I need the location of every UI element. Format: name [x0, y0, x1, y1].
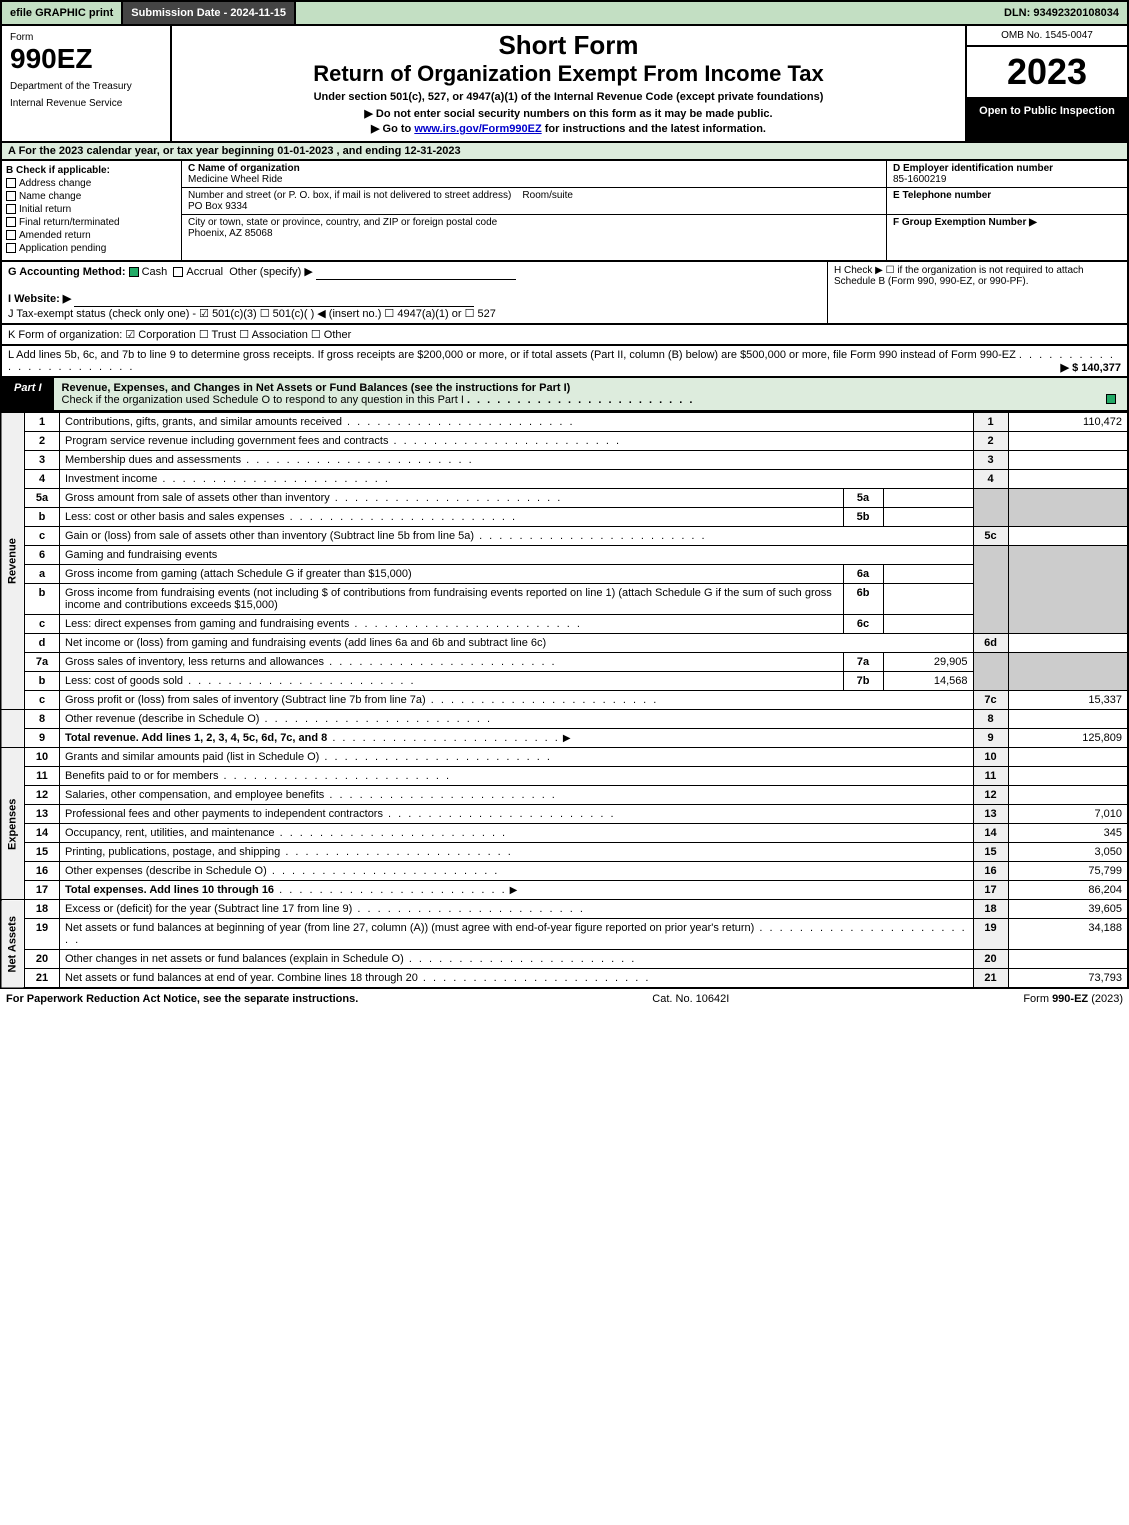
- page-footer: For Paperwork Reduction Act Notice, see …: [0, 989, 1129, 1009]
- line7c-value: 15,337: [1008, 691, 1128, 710]
- line9-value: 125,809: [1008, 729, 1128, 748]
- short-form-title: Short Form: [182, 30, 955, 61]
- line7b-value: 14,568: [883, 672, 973, 691]
- line21-value: 73,793: [1008, 969, 1128, 989]
- chk-initial[interactable]: Initial return: [6, 204, 177, 215]
- row-a-calendar: A For the 2023 calendar year, or tax yea…: [0, 143, 1129, 161]
- expenses-section-label: Expenses: [1, 748, 25, 900]
- row-j: J Tax-exempt status (check only one) - ☑…: [8, 308, 496, 320]
- return-title: Return of Organization Exempt From Incom…: [182, 61, 955, 87]
- form-header: Form 990EZ Department of the Treasury In…: [0, 26, 1129, 143]
- col-d: D Employer identification number 85-1600…: [887, 161, 1127, 260]
- org-name: Medicine Wheel Ride: [188, 174, 283, 185]
- irs-label: Internal Revenue Service: [10, 98, 162, 109]
- footer-right: Form 990-EZ (2023): [1023, 993, 1123, 1005]
- under-section: Under section 501(c), 527, or 4947(a)(1)…: [182, 91, 955, 103]
- chk-final[interactable]: Final return/terminated: [6, 217, 177, 228]
- tax-year: 2023: [967, 47, 1127, 99]
- row-h: H Check ▶ ☐ if the organization is not r…: [827, 262, 1127, 323]
- line7a-value: 29,905: [883, 653, 973, 672]
- chk-name[interactable]: Name change: [6, 191, 177, 202]
- footer-left: For Paperwork Reduction Act Notice, see …: [6, 993, 358, 1005]
- c-street-block: Number and street (or P. O. box, if mail…: [182, 188, 886, 215]
- line13-value: 7,010: [1008, 805, 1128, 824]
- f-group-block: F Group Exemption Number ▶: [887, 215, 1127, 230]
- header-center: Short Form Return of Organization Exempt…: [172, 26, 967, 141]
- footer-center: Cat. No. 10642I: [652, 993, 729, 1005]
- row-k: K Form of organization: ☑ Corporation ☐ …: [0, 325, 1129, 346]
- ssn-note: ▶ Do not enter social security numbers o…: [182, 107, 955, 120]
- dept-treasury: Department of the Treasury: [10, 81, 162, 92]
- chk-cash[interactable]: [129, 267, 139, 277]
- col-b: B Check if applicable: Address change Na…: [2, 161, 182, 260]
- line16-value: 75,799: [1008, 862, 1128, 881]
- line19-value: 34,188: [1008, 919, 1128, 950]
- row-g: G Accounting Method: Cash Accrual Other …: [2, 262, 827, 323]
- line17-value: 86,204: [1008, 881, 1128, 900]
- col-c: C Name of organization Medicine Wheel Ri…: [182, 161, 887, 260]
- row-gh: G Accounting Method: Cash Accrual Other …: [0, 262, 1129, 325]
- chk-address[interactable]: Address change: [6, 178, 177, 189]
- chk-amended[interactable]: Amended return: [6, 230, 177, 241]
- form-label: Form: [10, 32, 162, 43]
- row-l: L Add lines 5b, 6c, and 7b to line 9 to …: [0, 346, 1129, 378]
- c-city-block: City or town, state or province, country…: [182, 215, 886, 241]
- submission-date: Submission Date - 2024-11-15: [123, 2, 296, 24]
- line15-value: 3,050: [1008, 843, 1128, 862]
- header-right: OMB No. 1545-0047 2023 Open to Public In…: [967, 26, 1127, 141]
- section-bcdef: B Check if applicable: Address change Na…: [0, 161, 1129, 262]
- d-ein-block: D Employer identification number 85-1600…: [887, 161, 1127, 188]
- open-inspection: Open to Public Inspection: [967, 99, 1127, 141]
- efile-label[interactable]: efile GRAPHIC print: [2, 2, 123, 24]
- irs-link[interactable]: www.irs.gov/Form990EZ: [414, 123, 541, 135]
- e-tel-block: E Telephone number: [887, 188, 1127, 215]
- org-street: PO Box 9334: [188, 201, 247, 212]
- header-left: Form 990EZ Department of the Treasury In…: [2, 26, 172, 141]
- line14-value: 345: [1008, 824, 1128, 843]
- c-name-block: C Name of organization Medicine Wheel Ri…: [182, 161, 886, 188]
- line1-value: 110,472: [1008, 413, 1128, 432]
- row-i-label: I Website: ▶: [8, 293, 71, 305]
- goto-note: ▶ Go to www.irs.gov/Form990EZ for instru…: [182, 122, 955, 135]
- line18-value: 39,605: [1008, 900, 1128, 919]
- part1-table: Revenue 1 Contributions, gifts, grants, …: [0, 412, 1129, 989]
- gross-receipts: ▶ $ 140,377: [1061, 361, 1121, 374]
- other-specify-input[interactable]: [316, 265, 516, 280]
- ein-value: 85-1600219: [893, 174, 946, 185]
- part1-desc: Revenue, Expenses, and Changes in Net As…: [54, 378, 1127, 410]
- netassets-section-label: Net Assets: [1, 900, 25, 989]
- top-bar: efile GRAPHIC print Submission Date - 20…: [0, 0, 1129, 26]
- website-input[interactable]: [74, 292, 474, 307]
- chk-pending[interactable]: Application pending: [6, 243, 177, 254]
- part1-header: Part I Revenue, Expenses, and Changes in…: [0, 378, 1129, 412]
- chk-accrual[interactable]: [173, 267, 183, 277]
- part1-tab: Part I: [2, 378, 54, 410]
- revenue-section-label: Revenue: [1, 413, 25, 710]
- org-city: Phoenix, AZ 85068: [188, 228, 273, 239]
- dln: DLN: 93492320108034: [996, 2, 1127, 24]
- form-number: 990EZ: [10, 43, 162, 75]
- b-header: B Check if applicable:: [6, 165, 177, 176]
- chk-schedule-o[interactable]: [1106, 394, 1116, 404]
- omb-number: OMB No. 1545-0047: [967, 26, 1127, 47]
